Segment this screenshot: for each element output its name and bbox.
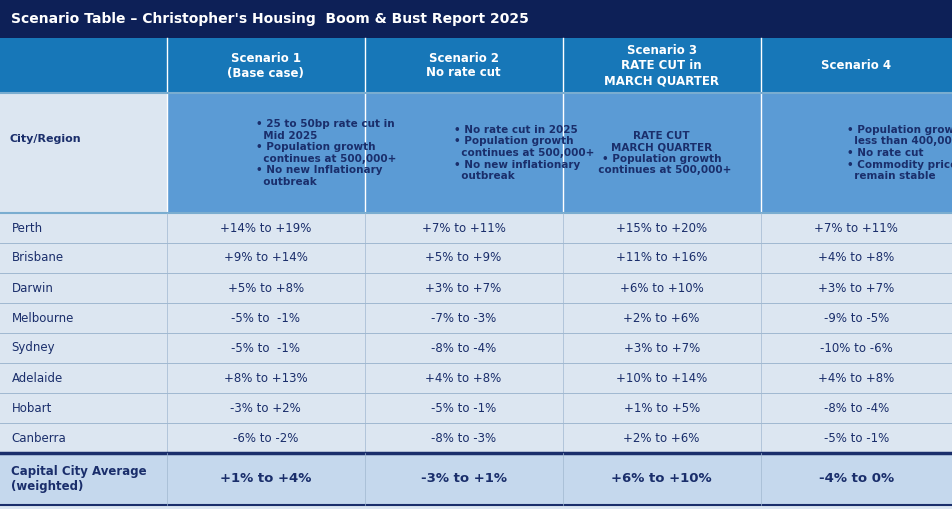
Text: +9% to +14%: +9% to +14% [224,251,307,265]
FancyBboxPatch shape [365,93,563,213]
Text: Brisbane: Brisbane [11,251,64,265]
Text: Capital City Average
(weighted): Capital City Average (weighted) [11,465,147,493]
Text: -3% to +1%: -3% to +1% [421,472,506,486]
Text: +4% to +8%: +4% to +8% [426,372,502,384]
Text: Scenario 1
(Base case): Scenario 1 (Base case) [228,51,304,79]
Text: +4% to +8%: +4% to +8% [818,251,895,265]
Text: -9% to -5%: -9% to -5% [823,312,889,325]
Text: Scenario 4: Scenario 4 [822,59,891,72]
Text: -5% to -1%: -5% to -1% [823,432,889,444]
Text: Sydney: Sydney [11,342,55,354]
Text: +15% to +20%: +15% to +20% [616,221,707,235]
Text: • Population growth falls to
  less than 400,000 people
• No rate cut
• Commodit: • Population growth falls to less than 4… [846,125,952,181]
FancyBboxPatch shape [0,303,952,333]
Text: -8% to -3%: -8% to -3% [431,432,496,444]
FancyBboxPatch shape [0,423,952,453]
Text: -7% to -3%: -7% to -3% [431,312,496,325]
Text: +3% to +7%: +3% to +7% [426,281,502,295]
Text: +6% to +10%: +6% to +10% [611,472,712,486]
Text: Darwin: Darwin [11,281,53,295]
FancyBboxPatch shape [0,0,952,38]
Text: +2% to +6%: +2% to +6% [624,312,700,325]
Text: +7% to +11%: +7% to +11% [814,221,899,235]
Text: -10% to -6%: -10% to -6% [820,342,893,354]
FancyBboxPatch shape [0,213,952,243]
Text: +10% to +14%: +10% to +14% [616,372,707,384]
FancyBboxPatch shape [563,93,761,213]
FancyBboxPatch shape [0,93,167,213]
Text: • 25 to 50bp rate cut in
  Mid 2025
• Population growth
  continues at 500,000+
: • 25 to 50bp rate cut in Mid 2025 • Popu… [256,119,396,187]
Text: +11% to +16%: +11% to +16% [616,251,707,265]
Text: RATE CUT
MARCH QUARTER
• Population growth
  continues at 500,000+: RATE CUT MARCH QUARTER • Population grow… [591,131,732,176]
Text: +3% to +7%: +3% to +7% [624,342,700,354]
Text: -5% to  -1%: -5% to -1% [231,312,300,325]
Text: +3% to +7%: +3% to +7% [818,281,895,295]
Text: +5% to +8%: +5% to +8% [228,281,304,295]
Text: +1% to +5%: +1% to +5% [624,402,700,414]
FancyBboxPatch shape [761,93,952,213]
FancyBboxPatch shape [0,363,952,393]
Text: -8% to -4%: -8% to -4% [823,402,889,414]
Text: -3% to +2%: -3% to +2% [230,402,301,414]
FancyBboxPatch shape [0,243,952,273]
FancyBboxPatch shape [0,38,952,93]
Text: +1% to +4%: +1% to +4% [220,472,311,486]
Text: • No rate cut in 2025
• Population growth
  continues at 500,000+
• No new infla: • No rate cut in 2025 • Population growt… [454,125,594,181]
FancyBboxPatch shape [0,393,952,423]
FancyBboxPatch shape [0,333,952,363]
Text: City/Region: City/Region [10,133,81,144]
Text: Scenario 3
RATE CUT in
MARCH QUARTER: Scenario 3 RATE CUT in MARCH QUARTER [605,44,719,87]
Text: Canberra: Canberra [11,432,67,444]
Text: Scenario Table – Christopher's Housing  Boom & Bust Report 2025: Scenario Table – Christopher's Housing B… [11,12,529,26]
Text: +6% to +10%: +6% to +10% [620,281,704,295]
Text: -5% to  -1%: -5% to -1% [231,342,300,354]
Text: +2% to +6%: +2% to +6% [624,432,700,444]
Text: Adelaide: Adelaide [11,372,63,384]
Text: -5% to -1%: -5% to -1% [431,402,496,414]
Text: +4% to +8%: +4% to +8% [818,372,895,384]
Text: +5% to +9%: +5% to +9% [426,251,502,265]
Text: Perth: Perth [11,221,43,235]
Text: -8% to -4%: -8% to -4% [431,342,496,354]
FancyBboxPatch shape [167,93,365,213]
FancyBboxPatch shape [0,273,952,303]
FancyBboxPatch shape [0,453,952,505]
Text: Hobart: Hobart [11,402,51,414]
Text: +8% to +13%: +8% to +13% [224,372,307,384]
Text: Melbourne: Melbourne [11,312,74,325]
FancyBboxPatch shape [0,505,952,509]
Text: -4% to 0%: -4% to 0% [819,472,894,486]
Text: Scenario 2
No rate cut: Scenario 2 No rate cut [426,51,501,79]
Text: +14% to +19%: +14% to +19% [220,221,311,235]
Text: +7% to +11%: +7% to +11% [422,221,506,235]
Text: -6% to -2%: -6% to -2% [233,432,298,444]
